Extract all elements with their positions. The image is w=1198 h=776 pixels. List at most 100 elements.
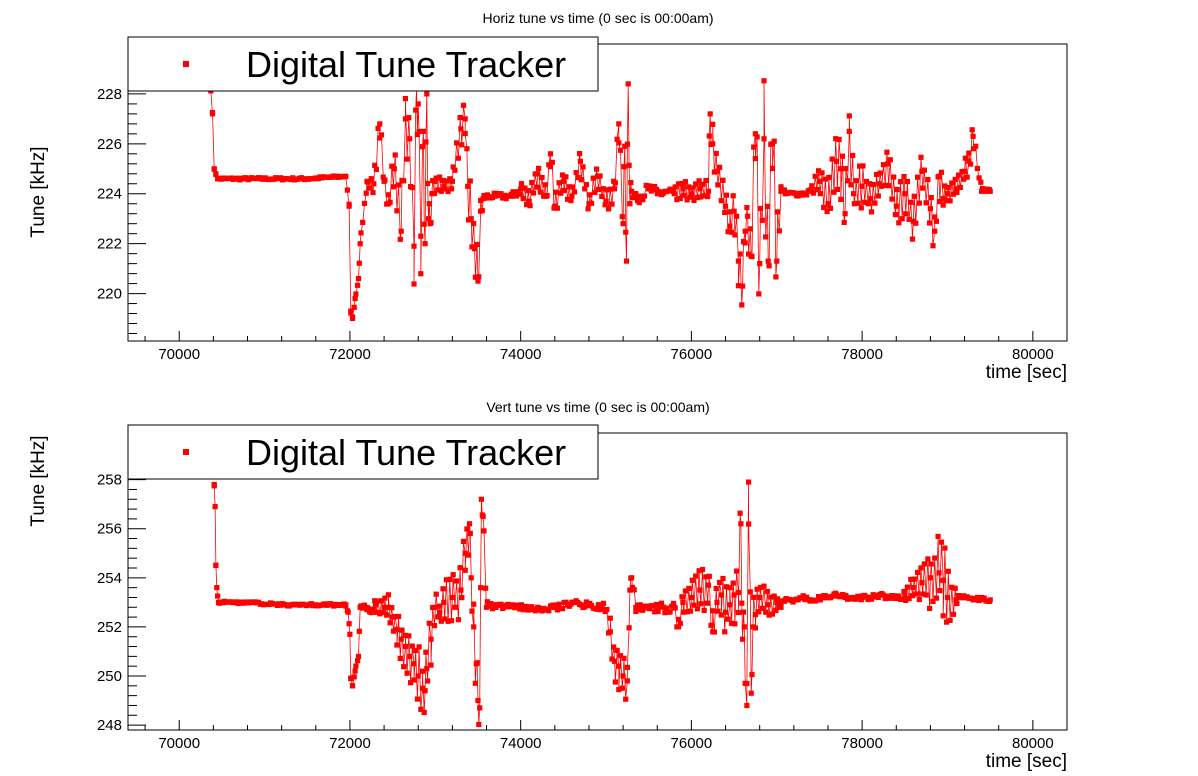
data-point bbox=[582, 186, 588, 192]
data-point bbox=[757, 261, 763, 267]
y-tick-label: 254 bbox=[97, 570, 122, 587]
data-point bbox=[527, 203, 533, 209]
series-digital-tune-tracker bbox=[211, 479, 993, 728]
data-point bbox=[534, 184, 540, 190]
data-point bbox=[646, 186, 652, 192]
data-point bbox=[478, 585, 484, 591]
data-point bbox=[737, 510, 743, 516]
data-point bbox=[966, 158, 972, 164]
data-point bbox=[705, 600, 711, 606]
data-point bbox=[739, 302, 745, 308]
data-point bbox=[619, 214, 625, 220]
data-point bbox=[385, 592, 391, 598]
data-point bbox=[774, 258, 780, 264]
data-point bbox=[602, 202, 608, 208]
data-point bbox=[360, 605, 366, 611]
data-point bbox=[952, 585, 958, 591]
data-point bbox=[676, 624, 682, 630]
data-point bbox=[728, 229, 735, 235]
data-point bbox=[932, 214, 938, 220]
data-point bbox=[597, 607, 603, 613]
x-tick-label: 70000 bbox=[158, 735, 200, 752]
horiz-tune-panel: Horiz tune vs time (0 sec is 00:00am) 70… bbox=[28, 10, 1068, 383]
data-point bbox=[967, 161, 974, 167]
data-point bbox=[901, 174, 907, 180]
data-point bbox=[426, 620, 432, 626]
data-point bbox=[390, 184, 397, 190]
data-point bbox=[947, 617, 953, 623]
data-point bbox=[460, 102, 467, 108]
data-point bbox=[778, 184, 784, 190]
data-point bbox=[474, 241, 480, 248]
data-point bbox=[681, 609, 687, 615]
data-point bbox=[853, 178, 859, 184]
data-point bbox=[902, 191, 908, 197]
data-point bbox=[459, 142, 465, 148]
data-point bbox=[732, 621, 738, 627]
data-point bbox=[428, 220, 434, 226]
data-point bbox=[857, 163, 863, 169]
data-point bbox=[826, 174, 832, 180]
data-point bbox=[462, 130, 468, 137]
data-point bbox=[932, 228, 938, 234]
data-point bbox=[964, 174, 970, 180]
data-point bbox=[597, 173, 603, 179]
data-point bbox=[440, 177, 446, 183]
data-point bbox=[471, 221, 477, 227]
data-point bbox=[722, 609, 729, 615]
data-point bbox=[819, 170, 825, 176]
data-point bbox=[906, 216, 912, 222]
data-point bbox=[432, 604, 438, 610]
data-point bbox=[416, 128, 422, 135]
data-point bbox=[213, 562, 219, 568]
data-point bbox=[571, 189, 578, 195]
data-point bbox=[433, 175, 439, 181]
data-point bbox=[592, 189, 598, 195]
data-point bbox=[718, 612, 724, 618]
data-point bbox=[851, 191, 857, 197]
data-point bbox=[452, 604, 458, 610]
data-point bbox=[620, 221, 626, 227]
data-point bbox=[735, 589, 741, 596]
data-point bbox=[742, 240, 748, 246]
data-point bbox=[526, 198, 532, 204]
data-point bbox=[691, 197, 697, 203]
data-point bbox=[887, 595, 893, 601]
data-point bbox=[715, 182, 721, 188]
data-point bbox=[752, 625, 758, 631]
data-point bbox=[717, 579, 723, 585]
data-point bbox=[949, 584, 955, 590]
data-point bbox=[424, 91, 430, 97]
data-point bbox=[860, 163, 866, 169]
data-point bbox=[406, 115, 412, 121]
data-point bbox=[850, 152, 856, 159]
data-point bbox=[744, 680, 750, 687]
data-point bbox=[407, 653, 413, 659]
data-point bbox=[588, 200, 595, 206]
data-point bbox=[913, 220, 919, 226]
data-point bbox=[375, 125, 381, 131]
data-point bbox=[824, 208, 830, 215]
data-point bbox=[976, 175, 982, 181]
data-point bbox=[569, 193, 575, 199]
data-point bbox=[718, 198, 724, 204]
data-point bbox=[607, 629, 613, 635]
data-point bbox=[462, 116, 468, 122]
data-point bbox=[454, 140, 460, 146]
data-point bbox=[619, 685, 625, 691]
data-point bbox=[481, 528, 487, 534]
data-point bbox=[398, 228, 404, 234]
data-point bbox=[629, 575, 635, 581]
data-point bbox=[612, 186, 618, 192]
data-point bbox=[969, 127, 975, 133]
data-point bbox=[477, 705, 483, 711]
data-point bbox=[524, 202, 530, 208]
data-point bbox=[380, 174, 386, 180]
data-point bbox=[672, 605, 678, 611]
data-point bbox=[604, 187, 610, 193]
data-point bbox=[769, 611, 776, 617]
data-point bbox=[466, 521, 473, 527]
data-point bbox=[778, 601, 784, 607]
data-point bbox=[872, 200, 878, 206]
data-point bbox=[411, 281, 417, 287]
